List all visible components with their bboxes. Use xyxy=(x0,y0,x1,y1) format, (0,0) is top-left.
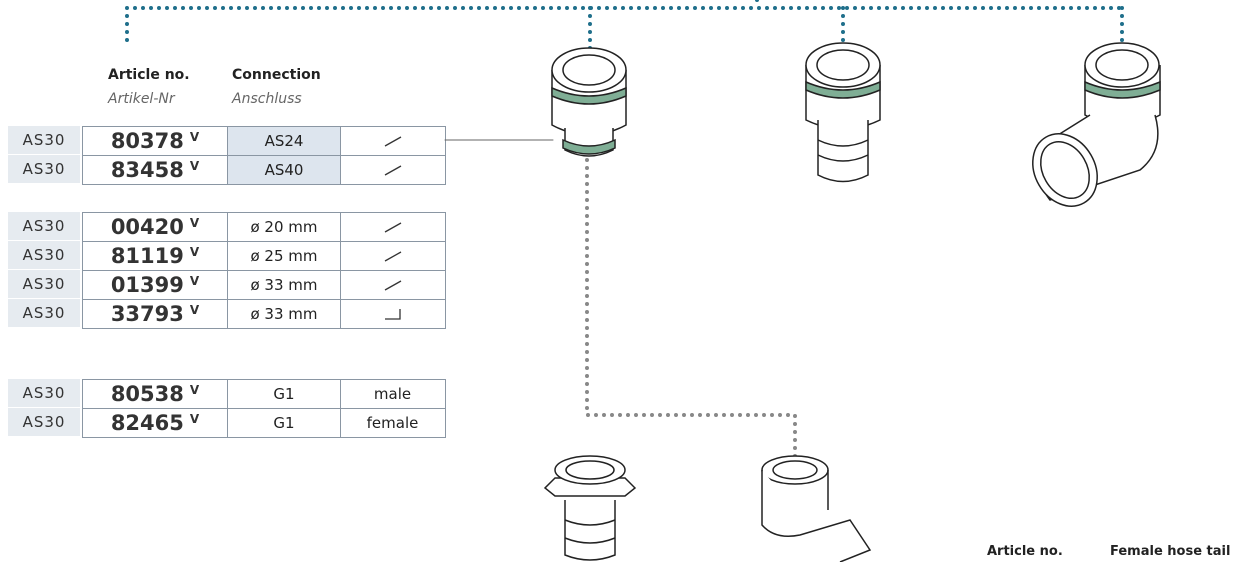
article-mark: V xyxy=(189,274,200,288)
header-connection-de: Anschluss xyxy=(232,91,302,107)
connection: G1 xyxy=(228,408,341,438)
footer-article: Article no. xyxy=(987,544,1063,559)
fittings xyxy=(543,42,1161,562)
article-no: 33793 V xyxy=(82,299,228,329)
article-number: 81119 xyxy=(110,244,184,268)
prefix: AS30 xyxy=(8,241,80,270)
article-number: 82465 xyxy=(110,411,184,435)
connector-lines xyxy=(125,0,1124,464)
connection: ø 33 mm xyxy=(228,299,341,329)
article-mark: V xyxy=(189,412,200,426)
prefix: AS30 xyxy=(8,212,80,241)
header-article: Article no. xyxy=(108,67,190,83)
article-number: 80378 xyxy=(110,129,184,153)
prefix: AS30 xyxy=(8,408,80,437)
connection: AS40 xyxy=(228,155,341,185)
prefix: AS30 xyxy=(8,126,80,155)
article-number: 01399 xyxy=(110,273,184,297)
article-mark: V xyxy=(189,159,200,173)
prefix: AS30 xyxy=(8,155,80,184)
prefix: AS30 xyxy=(8,299,80,328)
article-number: 33793 xyxy=(110,302,184,326)
footer-hose-tail: Female hose tail xyxy=(1110,544,1231,559)
prefix: AS30 xyxy=(8,270,80,299)
prefix: AS30 xyxy=(8,379,80,408)
header-article-de: Artikel-Nr xyxy=(108,91,175,107)
article-number: 83458 xyxy=(110,158,184,182)
article-mark: V xyxy=(189,245,200,259)
header-connection: Connection xyxy=(232,67,321,83)
article-number: 80538 xyxy=(110,382,184,406)
type-icon xyxy=(340,155,446,185)
article-number: 00420 xyxy=(110,215,184,239)
article-no: 81119 V xyxy=(82,241,228,271)
article-no: 83458 V xyxy=(82,155,228,185)
article-mark: V xyxy=(189,130,200,144)
article-no: 82465 V xyxy=(82,408,228,438)
article-mark: V xyxy=(189,216,200,230)
type-icon xyxy=(340,299,446,329)
article-no: 01399 V xyxy=(82,270,228,300)
type: female xyxy=(340,408,446,438)
article-mark: V xyxy=(189,303,200,317)
article-mark: V xyxy=(189,383,200,397)
